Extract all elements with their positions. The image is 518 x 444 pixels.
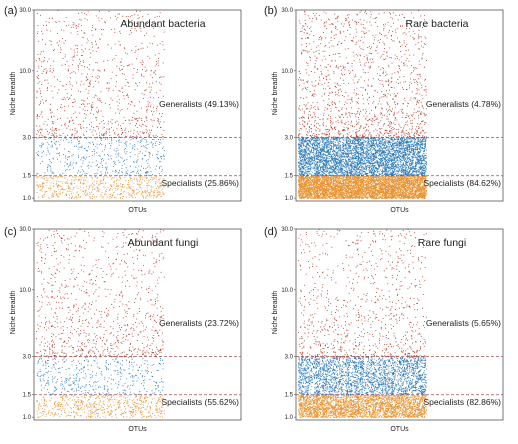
y-tick-label: 1.0 xyxy=(285,415,294,421)
points-specialists xyxy=(36,394,165,418)
x-axis-label: OTUs xyxy=(128,426,147,433)
y-tick-label: 30.0 xyxy=(19,227,31,233)
panel-label: (b) xyxy=(264,5,277,17)
panel-title: Rare fungi xyxy=(418,237,466,249)
y-axis-label: Niche breadth xyxy=(10,291,17,335)
y-axis-label: Niche breadth xyxy=(272,72,279,116)
specialists-annotation: Specialists (25.86%) xyxy=(162,178,240,188)
panel-label: (d) xyxy=(264,226,277,238)
points-specialists xyxy=(36,175,165,199)
y-axis-label: Niche breadth xyxy=(272,291,279,335)
panel-b: 1.0 1.5 3.0 10.0 30.0 OTUs Niche breadth (b) Rar… xyxy=(264,5,504,214)
generalists-annotation: Generalists (5.65%) xyxy=(426,318,501,328)
scatter-points xyxy=(36,10,165,199)
panel-c: 1.0 1.5 3.0 10.0 30.0 OTUs Niche breadth (c) Abu… xyxy=(4,226,242,433)
generalists-annotation: Generalists (49.13%) xyxy=(159,99,239,109)
generalists-annotation: Generalists (4.78%) xyxy=(426,99,501,109)
specialists-annotation: Specialists (84.62%) xyxy=(424,178,502,188)
y-tick-label: 1.5 xyxy=(285,393,294,399)
scatter-points xyxy=(298,229,427,419)
scatter-points xyxy=(36,229,165,418)
panel-title: Abundant bacteria xyxy=(120,18,205,30)
y-tick-label: 10.0 xyxy=(19,69,31,75)
y-tick-label: 1.5 xyxy=(285,174,294,180)
plot-frame xyxy=(33,228,242,421)
panel-a: 1.0 1.5 3.0 10.0 30.0 OTUs Niche breadth (a) Abu… xyxy=(4,5,242,214)
panel-label: (a) xyxy=(4,5,17,17)
panel-d: 1.0 1.5 3.0 10.0 30.0 OTUs Niche breadth (d) Rar… xyxy=(264,226,504,433)
y-tick-label: 1.0 xyxy=(23,415,32,421)
y-tick-label: 3.0 xyxy=(23,354,32,360)
x-axis-label: OTUs xyxy=(390,207,409,214)
y-tick-label: 10.0 xyxy=(281,69,293,75)
points-specialists xyxy=(298,394,427,419)
y-tick-label: 1.5 xyxy=(23,174,32,180)
scatter-points xyxy=(298,10,427,200)
points-intermediate xyxy=(36,137,165,177)
specialists-annotation: Specialists (82.86%) xyxy=(424,397,502,407)
panel-label: (c) xyxy=(4,226,17,238)
points-intermediate xyxy=(298,137,427,177)
y-tick-label: 10.0 xyxy=(19,288,31,294)
points-specialists xyxy=(298,175,427,200)
specialists-annotation: Specialists (55.62%) xyxy=(162,397,240,407)
y-tick-label: 1.0 xyxy=(285,196,294,202)
y-axis-label: Niche breadth xyxy=(10,72,17,116)
y-tick-label: 30.0 xyxy=(281,8,293,14)
points-intermediate xyxy=(298,356,427,396)
panel-title: Abundant fungi xyxy=(128,237,199,249)
y-tick-label: 10.0 xyxy=(281,288,293,294)
generalists-annotation: Generalists (23.72%) xyxy=(159,318,239,328)
y-tick-label: 3.0 xyxy=(23,135,32,141)
points-generalists xyxy=(36,10,165,139)
y-tick-label: 3.0 xyxy=(285,135,294,141)
panel-title: Rare bacteria xyxy=(405,18,468,30)
x-axis-label: OTUs xyxy=(128,207,147,214)
y-tick-label: 1.5 xyxy=(23,393,32,399)
y-tick-label: 30.0 xyxy=(281,227,293,233)
y-tick-label: 30.0 xyxy=(19,8,31,14)
x-axis-label: OTUs xyxy=(390,426,409,433)
y-tick-label: 3.0 xyxy=(285,354,294,360)
y-tick-label: 1.0 xyxy=(23,196,32,202)
